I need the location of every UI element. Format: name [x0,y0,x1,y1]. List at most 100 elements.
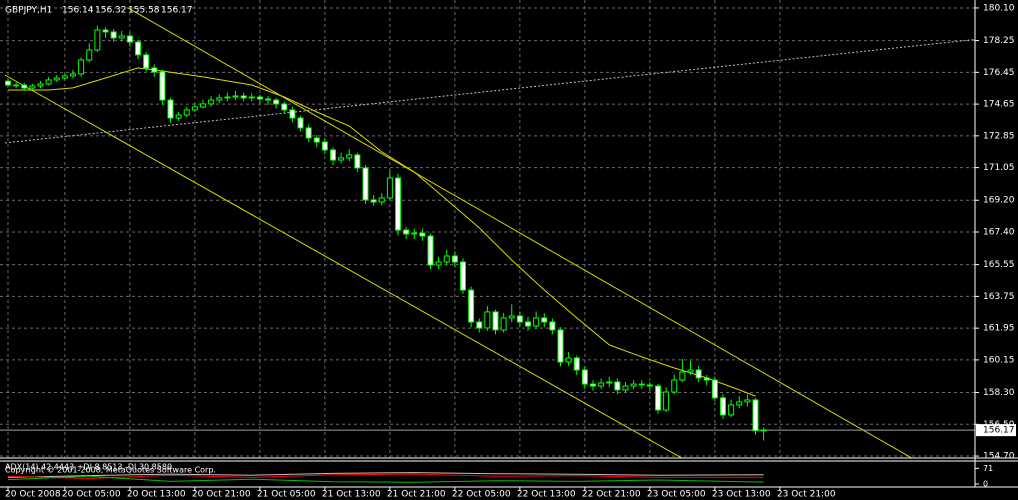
candle-body [53,77,60,81]
candle-body [663,391,670,411]
candle-body [265,98,271,101]
y-tick-label: 163.75 [983,292,1015,302]
candle-body [200,103,206,108]
candle-body [476,321,483,329]
y-tick-label: 161.95 [983,324,1015,334]
candle-body [492,311,499,331]
y-tick-label: 160.15 [983,355,1015,365]
y-tick-label: 180.10 [983,3,1015,13]
y-tick-label: 158.30 [983,388,1015,398]
candle-body [655,385,661,411]
y-tick-label: 154.70 [983,452,1015,462]
x-tick-label: 21 Oct 13:00 [322,490,381,500]
y-tick-label: 172.85 [983,131,1015,141]
candle-body [516,315,523,323]
x-tick-label: 20 Oct 2008 [5,490,61,500]
candle-body [362,167,369,201]
candle-body [224,96,231,99]
candle-body [126,35,133,43]
chart-header: GBPJPY,H1 156.14 156.32 155.58 156.17 [5,6,193,16]
trendline [127,7,913,458]
candle-body [638,383,645,386]
candle-body [395,177,401,231]
candle-body [110,31,117,39]
candle-body [313,137,320,143]
candle-body [45,79,52,85]
candle-body [143,54,150,69]
trendline [4,74,683,458]
candle-body [460,261,466,291]
candle-body [151,67,158,73]
candle-body [744,399,751,403]
candle-body [256,96,263,100]
header-open: 156.14 [62,6,94,16]
candle-body [5,80,11,86]
candle-body [760,429,767,432]
y-tick-label: 167.40 [983,227,1015,237]
candle-body [281,103,288,111]
candle-body [102,29,109,33]
candle-body [159,71,166,101]
candle-body [695,369,702,379]
indicator-window: 71 0 [7,464,993,489]
candle-body [533,317,540,327]
candle-body [614,381,621,391]
candle-body [297,117,304,129]
header-close: 156.17 [161,6,193,16]
x-tick-label: 20 Oct 05:00 [62,490,121,500]
candle-body [736,401,743,406]
current-price-label: 156.17 [983,426,1015,436]
candle-body [70,73,76,77]
candle-body [21,84,28,89]
indicator-line [7,472,764,478]
candle-body [346,154,353,159]
x-tick-label: 20 Oct 13:00 [127,490,186,500]
candle-body [525,321,531,327]
candle-body [541,317,548,323]
y-tick-label: 165.55 [983,260,1015,270]
candle-body [581,369,588,385]
candle-body [671,379,678,393]
candle-body [232,95,239,98]
candle-body [443,255,450,263]
x-tick-label: 23 Oct 05:00 [647,490,706,500]
header-high: 156.32 [95,6,127,16]
candle-body [330,149,336,161]
candle-body [411,232,418,235]
candle-body [500,317,507,331]
candle-body [338,157,345,161]
candle-body [135,41,141,56]
candle-body [13,84,20,87]
candle-body [598,382,605,387]
candle-body [175,114,182,119]
candle-body [37,83,44,87]
y-tick-label: 0 [983,480,988,489]
indicator-overlay-text: Copyright © 2001-2008, MetaQuotes Softwa… [5,466,216,475]
x-tick-label: 22 Oct 21:00 [582,490,641,500]
candle-body [687,369,694,373]
candle-body [386,177,393,199]
candle-body [273,99,280,105]
indicator-label: ADX(14) 42.4443 +DI 8.8513 -DI 30.8580 [5,463,172,472]
candle-body [248,96,255,99]
x-tick-label: 22 Oct 13:00 [517,490,576,500]
candle-body [29,85,36,89]
y-tick-label: 174.65 [983,100,1015,110]
candle-body [622,385,629,391]
indicator-line [7,473,764,480]
candle-body [305,127,312,139]
candle-body [573,357,580,371]
candle-body [183,109,190,116]
indicator-line [7,475,764,483]
symbol: GBPJPY,H1 [5,6,52,16]
x-tick-label: 20 Oct 21:00 [192,490,251,500]
candle-body [61,75,68,79]
candle-body [679,371,686,381]
candle-body [508,315,515,319]
candle-body [630,383,637,387]
candle-body [370,199,377,203]
candle-body [590,383,596,387]
y-tick-label: 178.25 [983,36,1015,46]
